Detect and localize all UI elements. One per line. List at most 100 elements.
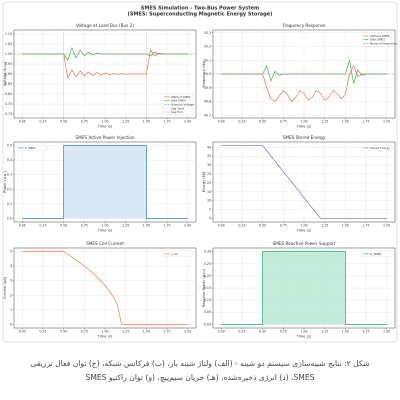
- x-tick-label: 0.00: [218, 120, 225, 124]
- chart-title: SMES Active Power Injection: [75, 135, 134, 140]
- y-tick-label: 50.0: [204, 72, 211, 76]
- legend-label: With SMES: [370, 38, 385, 42]
- y-tick-label: 0.05: [204, 310, 211, 314]
- x-tick-label: 0.00: [19, 120, 26, 124]
- x-tick-label: 1.00: [101, 120, 108, 124]
- y-tick-label: 50.3: [204, 31, 211, 35]
- y-tick-label: 3: [10, 279, 12, 283]
- area: [22, 145, 188, 219]
- chart-title: Frequency Response: [282, 23, 325, 28]
- x-tick-label: 0.50: [60, 224, 67, 228]
- x-tick-label: 1.00: [101, 224, 108, 228]
- x-tick-label: 1.50: [342, 330, 349, 334]
- figure-title: SMES Simulation - Two-Bus Power System: [141, 6, 259, 12]
- y-tick-label: 0.4: [7, 158, 12, 162]
- x-tick-label: 2.00: [383, 224, 390, 228]
- x-tick-label: 1.00: [300, 120, 307, 124]
- y-tick-label: 15: [207, 190, 211, 194]
- chart-title: Voltage at Load Bus (Bus 2): [76, 23, 134, 28]
- y-tick-label: 0.5: [7, 144, 12, 148]
- y-tick-label: 1.10: [5, 32, 12, 36]
- chart-title: SMES Reactive Power Support: [273, 241, 336, 246]
- legend-label: With SMES: [171, 99, 186, 103]
- figure-subtitle: (SMES: Superconducting Magnetic Energy S…: [128, 12, 273, 18]
- x-axis-label: Time (s): [296, 125, 312, 129]
- y-tick-label: 30: [207, 163, 211, 167]
- x-axis-label: Time (s): [97, 335, 113, 339]
- y-tick-label: 2: [10, 293, 12, 297]
- legend-box: [361, 144, 393, 151]
- y-tick-label: 0.70: [5, 112, 12, 116]
- y-tick-label: 0: [209, 216, 211, 220]
- y-tick-label: 50.2: [204, 45, 211, 49]
- y-tick-label: 0.75: [5, 102, 12, 106]
- line: [22, 251, 188, 325]
- x-tick-label: 0.50: [259, 120, 266, 124]
- x-tick-label: 0.00: [218, 224, 225, 228]
- y-tick-label: 50.1: [204, 58, 211, 62]
- y-tick-label: 0.80: [5, 92, 12, 96]
- legend-label: Q_SMES: [370, 252, 382, 256]
- y-axis-label: Power (p.u.): [3, 171, 7, 193]
- y-tick-label: 0.15: [204, 286, 211, 290]
- y-tick-label: 1.00: [5, 52, 12, 56]
- legend-label: Without SMES: [171, 95, 191, 99]
- x-axis-label: Time (s): [97, 229, 113, 233]
- legend-label: Sag End: [171, 110, 183, 114]
- x-tick-label: 2.00: [184, 224, 191, 228]
- y-tick-label: 0.00: [204, 322, 211, 326]
- x-tick-label: 1.50: [342, 224, 349, 228]
- y-axis-label: Energy (MJ): [202, 171, 206, 192]
- legend-label: Stored Energy: [370, 146, 390, 150]
- x-tick-label: 1.50: [342, 120, 349, 124]
- y-tick-label: 4: [10, 264, 12, 268]
- x-tick-label: 0.75: [81, 330, 88, 334]
- x-tick-label: 2.00: [383, 330, 390, 334]
- legend-box: [16, 144, 48, 151]
- chart-title: SMES Coil Current: [86, 241, 124, 246]
- y-tick-label: 5: [10, 250, 12, 254]
- x-tick-label: 1.75: [163, 120, 170, 124]
- x-tick-label: 1.00: [300, 330, 307, 334]
- line: [221, 145, 387, 219]
- line: [221, 251, 387, 325]
- x-tick-label: 0.50: [259, 330, 266, 334]
- x-tick-label: 1.25: [122, 120, 129, 124]
- y-tick-label: 10: [207, 199, 211, 203]
- x-tick-label: 1.75: [163, 224, 170, 228]
- x-tick-label: 1.50: [143, 330, 150, 334]
- x-tick-label: 1.25: [321, 224, 328, 228]
- caption: شکل ۲: نتایج شبیه‌سازی سیستم دو شینه - (…: [30, 359, 370, 382]
- y-tick-label: 0: [10, 322, 12, 326]
- y-tick-label: 1: [10, 308, 12, 312]
- x-axis-label: Time (s): [296, 335, 312, 339]
- y-tick-label: 1.05: [5, 42, 12, 46]
- y-tick-label: 0.85: [5, 82, 12, 86]
- y-tick-label: 25: [207, 172, 211, 176]
- x-tick-label: 2.00: [383, 120, 390, 124]
- x-tick-label: 0.25: [39, 330, 46, 334]
- x-tick-label: 0.50: [259, 224, 266, 228]
- y-tick-label: 0.2: [7, 187, 12, 191]
- x-tick-label: 0.75: [280, 224, 287, 228]
- x-tick-label: 0.75: [81, 224, 88, 228]
- legend-label: Without SMES: [370, 34, 390, 38]
- y-tick-label: 0.1: [7, 202, 12, 206]
- legend-label: Nominal Voltage: [171, 103, 194, 107]
- x-tick-label: 2.00: [184, 330, 191, 334]
- x-tick-label: 0.00: [19, 224, 26, 228]
- y-tick-label: 0.3: [7, 173, 12, 177]
- x-tick-label: 0.50: [60, 120, 67, 124]
- x-tick-label: 1.75: [362, 224, 369, 228]
- x-tick-label: 0.75: [280, 330, 287, 334]
- legend-box: [361, 32, 393, 47]
- legend-label: Nominal Frequency: [370, 42, 397, 46]
- x-tick-label: 1.25: [122, 330, 129, 334]
- y-tick-label: 0.20: [204, 274, 211, 278]
- y-axis-label: Reactive Power (p.u.): [202, 268, 206, 307]
- x-tick-label: 1.00: [101, 330, 108, 334]
- legend-label: I_coil: [171, 252, 178, 256]
- y-axis-label: Voltage (p.u.): [3, 61, 7, 86]
- legend-box: [361, 250, 393, 257]
- x-tick-label: 1.50: [143, 120, 150, 124]
